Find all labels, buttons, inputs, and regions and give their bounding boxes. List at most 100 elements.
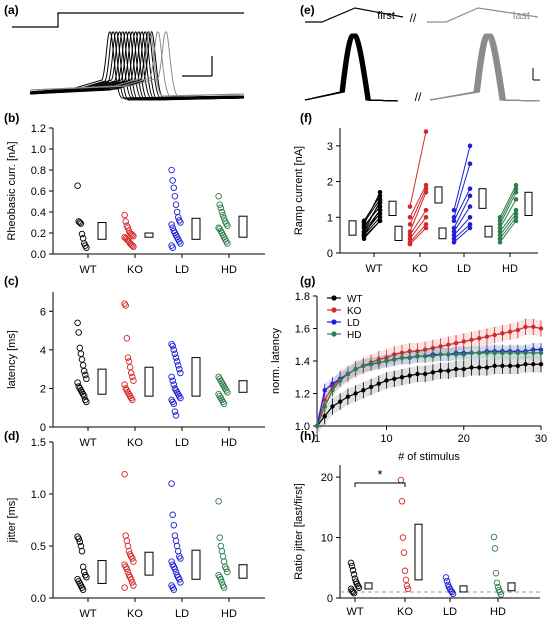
- pair-first-HD-7: [497, 239, 503, 245]
- marker-KO-29: [538, 326, 544, 331]
- pair-line-WT-9: [363, 220, 381, 240]
- point-d-LD-8: [177, 555, 184, 562]
- panel-g-ytick-label-0: 1.0: [295, 421, 310, 433]
- panel-c-ytick-label-3: 6: [40, 306, 46, 318]
- panel-label-h: (h): [300, 429, 315, 443]
- pair-line-WT-10: [363, 209, 381, 236]
- pair-first-WT-10: [361, 232, 367, 238]
- box-f-WT-last: [388, 200, 397, 216]
- panel-f-xlabel-KO: KO: [412, 263, 428, 275]
- marker-HD-29: [538, 350, 544, 356]
- pair-line-KO-2: [409, 188, 427, 225]
- marker-HD-20: [469, 350, 474, 356]
- point-d-KO-3: [124, 542, 132, 550]
- pair-line-WT-11: [363, 200, 381, 232]
- point-d-HD-14: [220, 584, 228, 591]
- panel-g-xtick-label-3: 30: [535, 433, 547, 445]
- pair-line-WT-7: [363, 216, 381, 236]
- point-d-HD-3: [218, 547, 226, 555]
- point-c-KO-2: [123, 335, 131, 342]
- pair-last-LD-4: [467, 204, 473, 209]
- pair-last-LD-3: [467, 193, 473, 199]
- trace-a-12: [29, 31, 245, 99]
- point-b-KO-6: [127, 230, 135, 238]
- box-b-LD: [191, 217, 201, 240]
- pair-first-KO-0: [407, 204, 413, 209]
- marker-WT-20: [469, 365, 474, 370]
- point-h-KO-6: [403, 582, 411, 590]
- point-h-LD-7: [449, 590, 457, 598]
- box-d-WT: [97, 560, 107, 584]
- point-b-WT-0: [74, 182, 81, 189]
- box-c-KO: [144, 366, 154, 397]
- pair-line-LD-1: [453, 163, 471, 218]
- point-c-KO-5: [126, 363, 134, 371]
- point-c-LD-2: [170, 346, 178, 354]
- marker-WT-13: [415, 371, 420, 377]
- point-b-LD-19: [169, 244, 176, 251]
- point-b-HD-5: [220, 215, 228, 222]
- pair-last-KO-2: [423, 186, 429, 192]
- marker-WT-23: [492, 363, 497, 369]
- point-c-WT-3: [77, 350, 85, 357]
- marker-WT-26: [515, 363, 521, 369]
- panel-d-xlabel-WT: WT: [79, 608, 96, 619]
- pair-first-HD-3: [497, 225, 503, 231]
- pair-last-WT-7: [377, 214, 383, 220]
- trace-a-3: [29, 31, 245, 99]
- point-c-LD-1: [169, 342, 176, 350]
- panel-c-xlabel-WT: WT: [79, 437, 96, 449]
- trace-a-5: [29, 31, 245, 101]
- panel-label-c: (c): [4, 274, 19, 288]
- pair-last-KO-1: [423, 182, 429, 188]
- marker-KO-21: [477, 336, 482, 341]
- panel-label-d: (d): [4, 429, 19, 443]
- pair-first-LD-0: [451, 207, 457, 213]
- panel-d-xlabel-LD: LD: [175, 608, 189, 619]
- point-d-KO-17: [130, 582, 137, 589]
- box-d-LD: [191, 549, 201, 580]
- marker-WT-16: [438, 368, 443, 373]
- point-c-HD-8: [224, 389, 231, 396]
- point-c-LD-22: [172, 412, 180, 419]
- panel-c-ytick-label-2: 4: [40, 345, 46, 357]
- band-HD: [317, 346, 541, 433]
- marker-KO-28: [531, 324, 536, 330]
- panel-label-g: (g): [300, 274, 315, 288]
- pair-line-LD-6: [453, 224, 471, 240]
- pair-line-KO-3: [409, 192, 427, 232]
- marker-WT-19: [461, 366, 466, 372]
- point-h-KO-3: [400, 549, 408, 556]
- panel-f-xlabel-LD: LD: [457, 263, 471, 275]
- panel-g-ytick-label-3: 1.6: [295, 324, 310, 336]
- trace-a-gray-1: [29, 31, 245, 97]
- pair-line-KO-4: [409, 209, 427, 236]
- point-b-LD-2: [170, 184, 178, 192]
- pair-line-HD-7: [499, 220, 517, 243]
- band-LD: [317, 343, 541, 433]
- point-b-LD-6: [174, 213, 182, 221]
- panel-g-ylabel: norm. latency: [270, 327, 282, 394]
- pair-last-LD-6: [467, 222, 473, 227]
- trace-a-6: [29, 31, 245, 99]
- point-b-KO-3: [124, 224, 132, 231]
- point-d-KO-12: [124, 568, 132, 576]
- pair-line-KO-0: [409, 131, 427, 207]
- point-d-LD-1: [169, 511, 176, 519]
- marker-WT-24: [500, 363, 505, 369]
- panel-c-xlabel-HD: HD: [221, 437, 237, 449]
- marker-KO-17: [446, 342, 451, 347]
- point-h-HD-7: [497, 591, 505, 598]
- point-b-LD-9: [168, 221, 175, 228]
- marker-HD-8: [376, 360, 381, 365]
- marker-HD-23: [492, 350, 497, 356]
- marker-HD-1: [322, 404, 327, 409]
- pair-last-HD-3: [513, 197, 519, 202]
- pair-last-KO-0: [423, 129, 429, 134]
- box-c-WT: [97, 368, 107, 395]
- panel-d-ytick-label-1: 0.5: [31, 541, 46, 553]
- pair-first-KO-7: [407, 241, 413, 247]
- point-d-KO-16: [129, 579, 136, 586]
- panel-b-ytick-label-4: 0.8: [31, 165, 46, 177]
- point-h-WT-3: [350, 571, 358, 578]
